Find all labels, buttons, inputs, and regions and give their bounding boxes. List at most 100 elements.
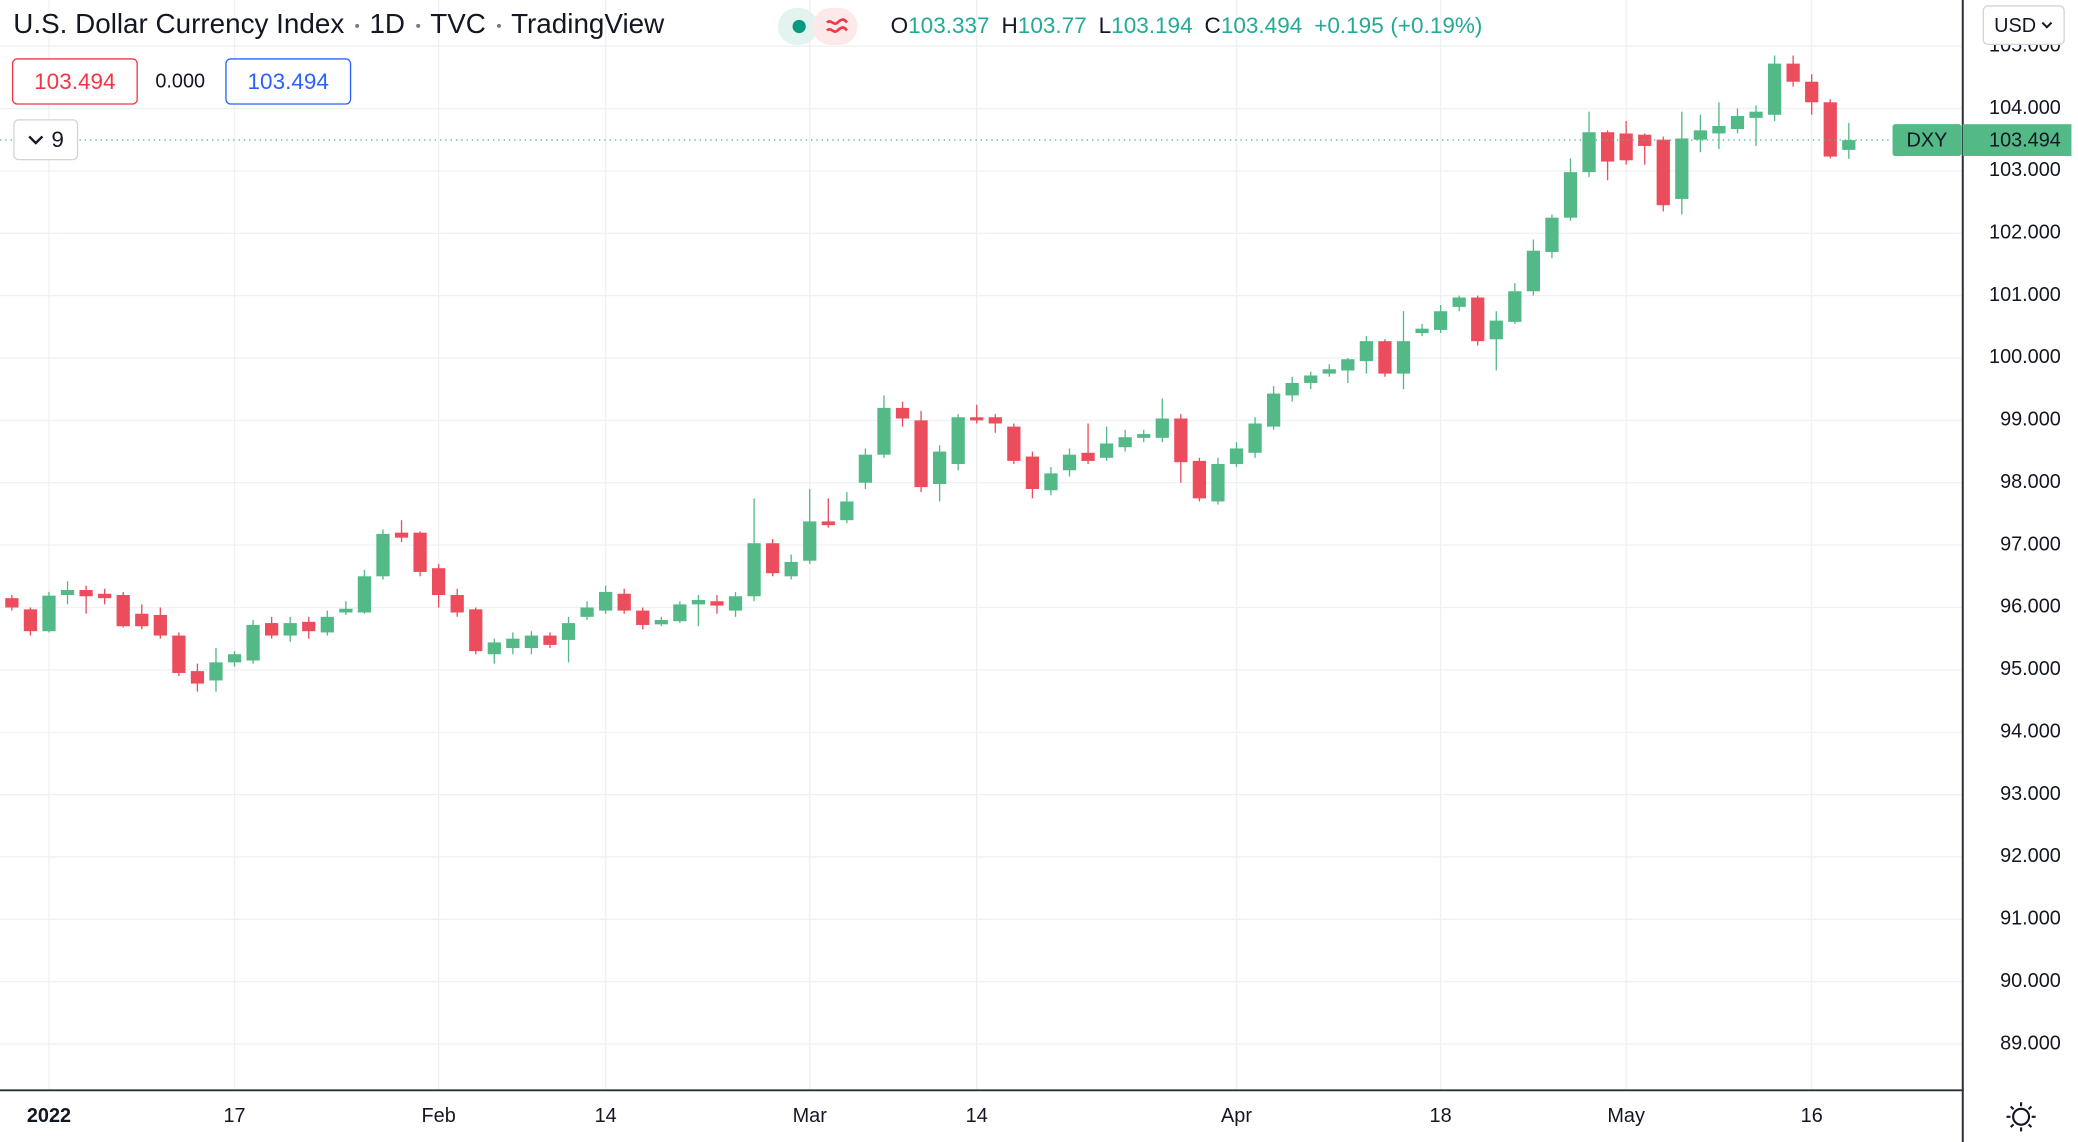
- chart-title: U.S. Dollar Currency Index: [13, 9, 345, 40]
- candle-body: [1712, 125, 1726, 134]
- ohlc-key: C: [1204, 13, 1221, 39]
- candle-body: [23, 609, 38, 632]
- candle-body: [1433, 311, 1448, 330]
- candle-body: [1452, 297, 1466, 307]
- candle-body: [60, 590, 75, 596]
- candle-body: [636, 610, 650, 625]
- candle-body: [1767, 63, 1782, 115]
- candle-body: [227, 654, 242, 663]
- candle-body: [617, 593, 631, 611]
- y-tick-label: 97.000: [2000, 533, 2061, 555]
- y-tick-label: 95.000: [2000, 658, 2061, 680]
- x-tick-label: 14: [966, 1105, 988, 1127]
- symbol-tag: [1892, 124, 1962, 156]
- status-pill: [812, 7, 858, 46]
- candle-body: [394, 532, 409, 538]
- candle-body: [265, 623, 279, 636]
- candle-body: [469, 609, 483, 652]
- candle-body: [98, 593, 112, 599]
- currency-select[interactable]: USD: [1982, 5, 2065, 46]
- candle-body: [283, 623, 297, 636]
- ohlc-key: L: [1098, 13, 1112, 39]
- candle-body: [1137, 434, 1151, 438]
- candle-body: [1563, 172, 1578, 218]
- candle-body: [710, 601, 724, 606]
- y-tick-label: 102.000: [1989, 222, 2061, 244]
- candle-body: [42, 595, 56, 632]
- candle-body: [988, 417, 1002, 424]
- time-axis-bg: [0, 1090, 2078, 1142]
- candle-body: [1749, 111, 1763, 118]
- candle-body: [766, 543, 780, 574]
- candle-body: [172, 635, 186, 673]
- candle-body: [1266, 393, 1281, 427]
- candle-body: [1638, 134, 1652, 146]
- x-tick-label: 14: [595, 1105, 617, 1127]
- candle-body: [1155, 418, 1169, 438]
- x-tick-label: May: [1607, 1105, 1645, 1127]
- candle-body: [450, 595, 464, 613]
- candle-body: [487, 642, 501, 655]
- candle-body: [1007, 426, 1021, 461]
- candle-body: [580, 607, 594, 617]
- candle-body: [1508, 291, 1522, 322]
- separator: [354, 23, 359, 28]
- sell-button[interactable]: 103.494: [11, 58, 138, 105]
- x-tick-label: Mar: [793, 1105, 828, 1127]
- x-tick-label: 17: [223, 1105, 245, 1127]
- candle-body: [673, 604, 687, 622]
- separator: [496, 23, 501, 28]
- x-tick-label: Feb: [422, 1105, 456, 1127]
- grid: [0, 0, 1962, 1089]
- settings-icon[interactable]: [2006, 1102, 2036, 1132]
- symbol-label: DXY: [1907, 130, 1948, 152]
- buy-button[interactable]: 103.494: [225, 58, 352, 105]
- x-tick-label: 2022: [27, 1105, 71, 1127]
- chart-header: U.S. Dollar Currency Index 1D TVC Tradin…: [13, 5, 664, 45]
- spread: 0.000: [155, 70, 206, 93]
- candle-body: [1285, 382, 1299, 396]
- candle-body: [1600, 132, 1615, 162]
- source: TradingView: [511, 9, 665, 40]
- interval[interactable]: 1D: [369, 9, 406, 40]
- y-tick-label: 91.000: [2000, 908, 2061, 930]
- price-tag: [1962, 124, 2072, 156]
- y-tick-label: 104.000: [1989, 97, 2061, 119]
- y-tick-label: 93.000: [2000, 783, 2061, 805]
- market-status[interactable]: [777, 7, 858, 46]
- y-tick-label: 94.000: [2000, 720, 2061, 742]
- x-tick-label: 16: [1801, 1105, 1823, 1127]
- candle-body: [5, 598, 19, 608]
- candle-body: [1099, 443, 1114, 458]
- exchange: TVC: [430, 9, 486, 40]
- y-tick-label: 89.000: [2000, 1032, 2061, 1054]
- candle-body: [543, 635, 557, 645]
- candle-body: [116, 595, 130, 627]
- change: +0.195: [1314, 13, 1384, 39]
- candle-body: [79, 590, 93, 597]
- candle-body: [1062, 454, 1077, 471]
- y-tick-label: 101.000: [1989, 284, 2061, 306]
- ohlc-key: O: [890, 13, 909, 39]
- candle-body: [190, 671, 205, 684]
- indicators-toggle[interactable]: 9: [13, 119, 79, 161]
- candle-body: [1174, 418, 1188, 463]
- candle-body: [1786, 63, 1800, 82]
- candle-body: [840, 501, 854, 521]
- candle-body: [1823, 102, 1837, 157]
- candle-body: [524, 635, 539, 649]
- candle-body: [413, 532, 427, 572]
- candle-body: [747, 543, 761, 597]
- y-tick-label: 90.000: [2000, 970, 2061, 992]
- candle-body: [895, 407, 910, 419]
- candle-body: [1359, 341, 1374, 362]
- candle-body: [1025, 456, 1040, 489]
- candle-body: [803, 521, 817, 561]
- candle-body: [1675, 138, 1689, 199]
- candle-body: [1415, 328, 1429, 334]
- candle-body: [1842, 140, 1856, 150]
- change-percent: (+0.19%): [1390, 13, 1483, 39]
- candle-body: [246, 624, 260, 661]
